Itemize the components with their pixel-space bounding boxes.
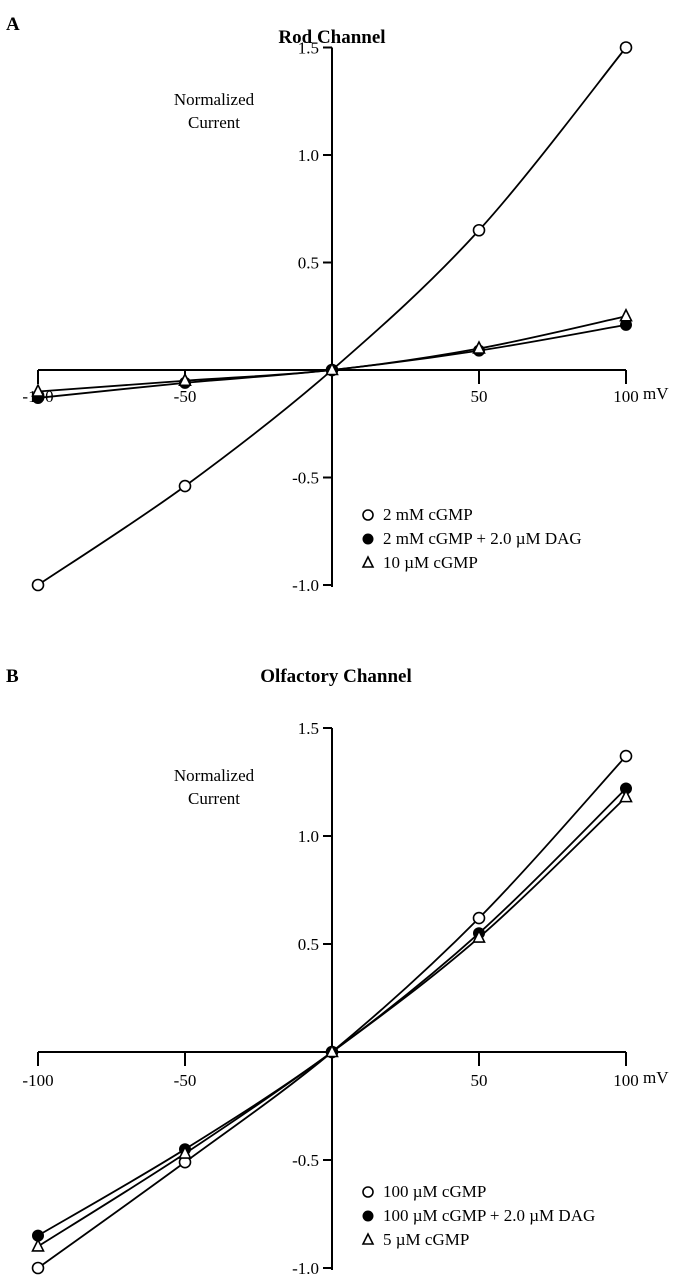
open-triangle-marker xyxy=(31,1238,45,1252)
legend-entry: 100 µM cGMP xyxy=(383,1182,486,1201)
open-triangle-marker xyxy=(472,340,486,354)
series-open-triangle xyxy=(31,307,633,397)
open-circle-marker xyxy=(472,911,486,925)
chart-title: Rod Channel xyxy=(278,27,385,48)
legend-entry: 100 µM cGMP + 2.0 µM DAG xyxy=(383,1206,595,1225)
open-triangle-marker xyxy=(325,361,339,376)
x-tick-label: 50 xyxy=(471,1071,488,1090)
open-triangle-marker xyxy=(619,307,633,322)
y-tick-label: 1.5 xyxy=(298,719,319,738)
y-tick-label: -0.5 xyxy=(292,469,319,488)
panel-label: A xyxy=(6,14,20,35)
legend-entry: 5 µM cGMP xyxy=(383,1230,469,1249)
series-curve xyxy=(37,46,627,586)
x-tick-label: -100 xyxy=(22,1071,53,1090)
open-triangle-marker xyxy=(619,788,633,803)
open-triangle-marker xyxy=(472,929,486,943)
open-triangle-marker xyxy=(178,1145,192,1159)
open-circle-marker xyxy=(619,41,633,54)
y-axis-label: Current xyxy=(188,113,240,132)
chart-title: Olfactory Channel xyxy=(260,666,411,687)
open-triangle-marker xyxy=(178,372,192,387)
open-triangle-marker xyxy=(31,383,45,397)
x-tick-label: -50 xyxy=(174,387,197,406)
y-tick-label: -1.0 xyxy=(292,576,319,595)
x-axis-unit: mV xyxy=(643,384,669,403)
open-circle-marker xyxy=(31,1261,45,1275)
x-tick-label: -50 xyxy=(174,1071,197,1090)
filled-circle-marker xyxy=(362,1210,374,1222)
x-tick-label: 100 xyxy=(613,1071,639,1090)
open-triangle-marker xyxy=(361,555,375,568)
open-circle-marker xyxy=(178,479,192,493)
y-tick-label: -1.0 xyxy=(292,1259,319,1278)
y-tick-label: 0.5 xyxy=(298,935,319,954)
y-tick-label: 1.5 xyxy=(298,39,319,58)
open-circle-marker xyxy=(362,509,374,521)
y-tick-label: 0.5 xyxy=(298,254,319,273)
filled-circle-marker xyxy=(362,533,374,545)
open-circle-marker xyxy=(472,223,486,237)
y-tick-label: -0.5 xyxy=(292,1151,319,1170)
y-axis-label: Normalized xyxy=(174,90,255,109)
open-circle-marker xyxy=(31,578,45,592)
legend-entry: 2 mM cGMP + 2.0 µM DAG xyxy=(383,529,582,548)
x-axis-unit: mV xyxy=(643,1068,669,1087)
y-tick-label: 1.0 xyxy=(298,146,319,165)
y-axis-label: Normalized xyxy=(174,766,255,785)
open-triangle-marker xyxy=(325,1043,339,1058)
x-tick-label: 50 xyxy=(471,387,488,406)
legend-entry: 10 µM cGMP xyxy=(383,553,478,572)
open-circle-marker xyxy=(362,1186,374,1198)
chart-panel-B: B Olfactory Channel Normalized Current -100 -… xyxy=(6,666,669,1278)
y-tick-label: 1.0 xyxy=(298,827,319,846)
series-open-triangle xyxy=(31,788,633,1252)
open-triangle-marker xyxy=(361,1232,375,1245)
x-tick-label: 100 xyxy=(613,387,639,406)
open-circle-marker xyxy=(619,749,633,763)
y-axis-label: Current xyxy=(188,789,240,808)
legend-entry: 2 mM cGMP xyxy=(383,505,473,524)
panel-label: B xyxy=(6,666,19,687)
